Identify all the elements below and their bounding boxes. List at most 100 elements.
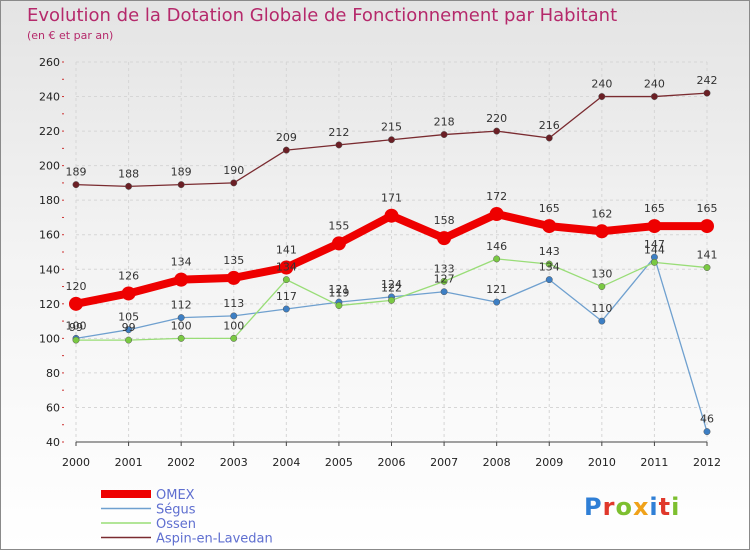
- data-label: 135: [223, 254, 244, 267]
- data-label: 216: [539, 119, 560, 132]
- data-point: [388, 296, 395, 304]
- x-tick-label: 2011: [640, 456, 668, 469]
- data-label: 212: [328, 126, 349, 139]
- data-point: [177, 181, 185, 189]
- data-label: 121: [486, 283, 507, 296]
- data-point: [437, 231, 452, 246]
- data-label: 144: [644, 243, 665, 256]
- data-label: 165: [644, 202, 665, 215]
- logo-letter: i: [671, 493, 681, 521]
- data-label: 119: [328, 287, 349, 300]
- data-point: [177, 314, 185, 322]
- data-label: 134: [276, 261, 297, 274]
- data-label: 141: [276, 244, 297, 257]
- data-point: [230, 179, 238, 187]
- data-label: 121: [328, 283, 349, 296]
- data-label: 112: [171, 299, 192, 312]
- data-point: [335, 302, 343, 309]
- data-point: [440, 277, 448, 285]
- x-tick-label: 2000: [62, 456, 90, 469]
- data-point: [545, 260, 553, 268]
- data-point: [703, 264, 711, 271]
- data-label: 126: [118, 269, 139, 282]
- data-point: [650, 258, 658, 266]
- data-point: [440, 131, 448, 138]
- data-label: 172: [486, 190, 507, 203]
- logo-letter: t: [658, 493, 672, 521]
- legend-label: OMEX: [156, 488, 195, 503]
- chart-subtitle: (en € et par an): [27, 29, 114, 42]
- data-point: [598, 93, 606, 100]
- y-tick-label: 240: [39, 91, 60, 104]
- data-point: [177, 334, 185, 342]
- data-label: 100: [66, 319, 87, 332]
- x-tick-label: 2001: [115, 456, 143, 469]
- data-point: [650, 93, 658, 100]
- data-label: 46: [700, 413, 714, 426]
- data-point: [125, 326, 133, 334]
- data-label: 122: [381, 281, 402, 294]
- data-label: 124: [381, 278, 402, 291]
- logo-letter: i: [649, 493, 659, 521]
- proxiti-logo: Proxiti: [584, 493, 680, 521]
- data-point: [384, 208, 399, 223]
- y-tick-label: 100: [39, 332, 60, 345]
- y-tick-label: 160: [39, 229, 60, 242]
- data-point: [282, 305, 290, 313]
- y-tick-label: 60: [46, 401, 60, 414]
- chart-title: Evolution de la Dotation Globale de Fonc…: [27, 5, 618, 26]
- data-label: 100: [223, 319, 244, 332]
- data-point: [230, 312, 238, 320]
- x-tick-label: 2005: [325, 456, 353, 469]
- y-tick-label: 80: [46, 367, 60, 380]
- data-point: [72, 181, 80, 189]
- data-label: 165: [697, 202, 718, 215]
- data-point: [388, 136, 395, 144]
- data-point: [72, 336, 80, 344]
- data-point: [226, 270, 241, 285]
- data-label: 209: [276, 131, 297, 144]
- logo-letter: o: [615, 493, 633, 521]
- data-point: [545, 276, 553, 284]
- data-label: 220: [486, 112, 507, 125]
- data-label: 155: [328, 219, 349, 232]
- data-point: [125, 336, 133, 344]
- data-label: 147: [644, 238, 665, 251]
- y-tick-label: 120: [39, 298, 60, 311]
- legend-label: Aspin-en-Lavedan: [156, 532, 273, 547]
- data-label: 162: [591, 207, 612, 220]
- logo-letter: P: [584, 493, 603, 521]
- logo-letter: r: [602, 493, 616, 521]
- y-tick-label: 140: [39, 263, 60, 276]
- data-point: [493, 255, 501, 263]
- data-label: 134: [171, 256, 192, 269]
- data-point: [335, 141, 343, 149]
- data-point: [174, 272, 189, 287]
- data-label: 171: [381, 192, 402, 205]
- y-tick-label: 220: [39, 125, 60, 138]
- grid-layer: [75, 61, 708, 443]
- data-point: [703, 89, 711, 97]
- data-label: 99: [69, 321, 83, 334]
- data-label: 218: [434, 116, 455, 129]
- data-point: [493, 298, 501, 306]
- x-tick-label: 2007: [430, 456, 458, 469]
- data-label: 120: [66, 280, 87, 293]
- data-point: [489, 207, 504, 221]
- x-tick-label: 2002: [167, 456, 195, 469]
- data-point: [282, 146, 290, 154]
- data-label: 215: [381, 121, 402, 134]
- axis-layer: 40 60 80 100 120 140 160 180 200 220 240 260 2000 200…: [39, 56, 721, 469]
- data-point: [230, 334, 238, 342]
- data-point: [440, 288, 448, 296]
- x-tick-label: 2004: [272, 456, 300, 469]
- data-label: 113: [223, 297, 244, 310]
- data-label: 190: [223, 164, 244, 177]
- data-label: 110: [591, 302, 612, 315]
- legend-label: Ossen: [156, 517, 196, 532]
- data-label: 141: [697, 249, 718, 262]
- data-label: 134: [539, 261, 560, 274]
- data-label: 127: [434, 273, 455, 286]
